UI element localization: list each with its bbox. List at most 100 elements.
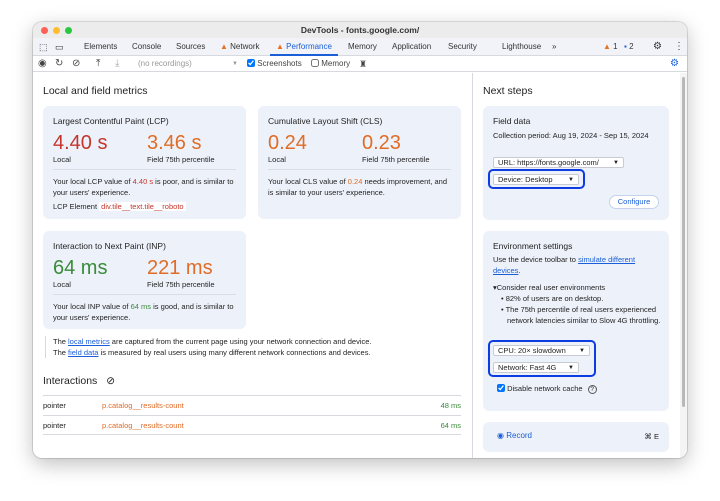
tab-performance[interactable]: ▲ Performance [270,38,338,56]
tab-application[interactable]: Application [392,42,432,51]
field-label: Field 75th percentile [362,155,430,164]
record-label: Record [506,431,533,440]
tab-network[interactable]: ▲ Network [220,38,260,56]
bullet-item: • The 75th percentile of real users expe… [501,305,661,325]
simulate-devices-link[interactable]: simulate different devices [493,255,636,275]
clear-interactions-icon[interactable]: ⊘ [106,375,116,387]
next-steps-title: Next steps [483,85,533,97]
footnote-line: The local metrics are captured from the … [53,337,372,346]
messages-badge[interactable]: ▪ 2 [624,42,634,51]
device-toggle-icon[interactable]: ▭ [55,42,64,52]
disable-cache-checkbox[interactable]: Disable network cache ? [497,383,682,394]
section-title: Local and field metrics [43,85,148,97]
help-icon[interactable]: ? [587,385,597,394]
warning-icon: ▲ [276,42,284,51]
bullet-item: • 82% of users are on desktop. [501,294,604,303]
warnings-count: 1 [613,42,618,51]
tab-elements[interactable]: Elements [84,42,118,51]
configure-button[interactable]: Configure [609,195,659,209]
metrics-footnote: The local metrics are captured from the … [45,336,372,358]
disable-cache-check[interactable] [497,384,505,392]
device-select[interactable]: Device: Desktop ▼ [493,174,579,185]
card-title: Environment settings [493,241,573,251]
memory-check[interactable] [311,59,319,67]
bullet-list: • 82% of users are on desktop. • The 75t… [501,293,661,326]
field-data-link[interactable]: field data [68,348,99,357]
tab-security[interactable]: Security [448,42,477,51]
divider [53,294,236,295]
memory-checkbox[interactable]: Memory [311,56,350,72]
device-highlight [488,169,585,189]
field-value: 3.46 s [147,132,202,154]
local-label: Local [53,155,71,164]
download-icon[interactable]: ⤓ [115,58,120,69]
inp-card: Interaction to Next Paint (INP) 64 ms Lo… [43,231,246,329]
env-description: Use the device toolbar to simulate diffe… [493,255,636,275]
card-title: Largest Contentful Paint (LCP) [53,116,169,126]
local-metrics-link[interactable]: local metrics [68,337,110,346]
record-button[interactable]: ◉ Record [497,431,532,440]
local-label: Local [53,280,71,289]
interaction-type: pointer [43,401,66,410]
interaction-time: 64 ms [440,421,461,430]
field-value: 0.23 [362,132,401,154]
settings-gear-icon[interactable]: ⚙ [653,41,662,52]
more-tabs-icon[interactable]: » [552,42,557,51]
lcp-card: Largest Contentful Paint (LCP) 4.40 s Lo… [43,106,246,219]
inspect-icon[interactable]: ⬚ [39,42,48,52]
garbage-collect-icon[interactable]: ♜ [359,59,368,69]
inp-description: Your local INP value of 64 ms is good, a… [53,302,234,322]
environment-card: Environment settings Use the device tool… [483,231,669,411]
screenshots-label: Screenshots [257,59,302,68]
card-title: Interaction to Next Paint (INP) [53,241,166,251]
record-icon: ◉ [497,431,504,440]
capture-settings-icon[interactable]: ⚙ [670,58,679,69]
tab-lighthouse[interactable]: Lighthouse [502,42,542,51]
window-title: DevTools - fonts.google.com/ [300,25,420,35]
zoom-button[interactable] [65,27,72,34]
footnote-line: The field data is measured by real users… [53,348,371,357]
interaction-target[interactable]: p.catalog__results-count [102,421,184,430]
network-throttling-select[interactable]: Network: Fast 4G ▼ [493,362,579,373]
lcp-element: LCP Element div.tile__text.tile__roboto [53,201,238,212]
local-value: 0.24 [268,132,307,154]
local-label: Local [268,155,286,164]
lcp-element-label: LCP Element [53,202,98,211]
warnings-badge[interactable]: ▲ 1 [603,42,618,51]
recordings-select[interactable]: (no recordings) ▼ [138,59,238,68]
performance-toolbar: ◉ ↻ ⊘ ⤒ ⤓ (no recordings) ▼ Screenshots M… [33,56,687,72]
divider [53,169,236,170]
url-select[interactable]: URL: https://fonts.google.com/▼ [493,157,624,168]
tab-memory[interactable]: Memory [348,42,377,51]
reload-icon[interactable]: ↻ [55,58,64,69]
screenshots-check[interactable] [247,59,255,67]
minimize-button[interactable] [53,27,60,34]
tab-sources[interactable]: Sources [176,42,206,51]
record-icon[interactable]: ◉ [38,58,47,69]
upload-icon[interactable]: ⤒ [96,58,101,69]
panel-tabs: ⬚ ▭ Elements Console Sources ▲ Network ▲… [33,38,687,56]
tab-console[interactable]: Console [132,42,162,51]
card-title: Cumulative Layout Shift (CLS) [268,116,383,126]
tab-label: Performance [286,42,332,51]
interaction-row[interactable]: pointer p.catalog__results-count 64 ms [43,415,461,435]
card-title: Field data [493,116,531,126]
screenshots-checkbox[interactable]: Screenshots [247,56,302,72]
lcp-description: Your local LCP value of 4.40 s is poor, … [53,177,234,197]
title-bar: DevTools - fonts.google.com/ [33,22,687,38]
collection-period: Collection period: Aug 19, 2024 - Sep 15… [493,131,649,140]
field-label: Field 75th percentile [147,280,215,289]
throttling-highlight [488,340,596,377]
interaction-time: 48 ms [440,401,461,410]
consider-toggle[interactable]: ▾Consider real user environments [493,283,606,292]
interaction-target[interactable]: p.catalog__results-count [102,401,184,410]
scrollbar-thumb[interactable] [682,77,685,407]
more-options-icon[interactable]: ⋮ [674,41,684,52]
interaction-row[interactable]: pointer p.catalog__results-count 48 ms [43,395,461,415]
clear-icon[interactable]: ⊘ [72,58,81,69]
interaction-type: pointer [43,421,66,430]
scrollbar[interactable] [680,73,687,458]
cpu-throttling-select[interactable]: CPU: 20× slowdown ▼ [493,345,590,356]
close-button[interactable] [41,27,48,34]
lcp-element-link[interactable]: div.tile__text.tile__roboto [99,202,186,211]
